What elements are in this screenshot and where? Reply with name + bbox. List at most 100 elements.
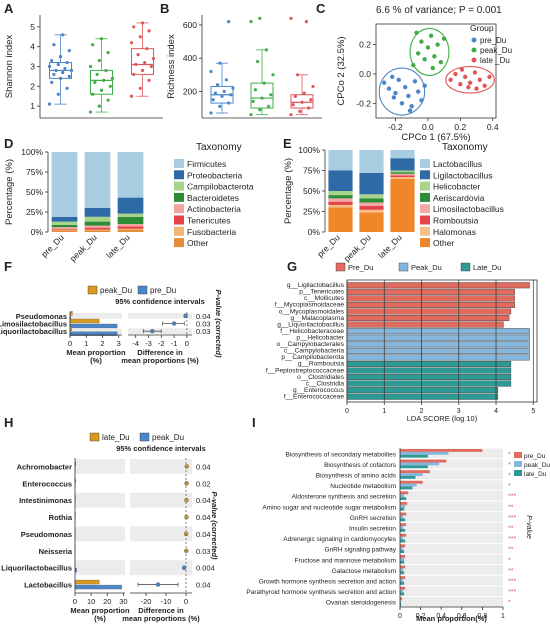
feature-label: GnRH signaling pathway	[324, 547, 396, 554]
data-point	[258, 16, 262, 20]
bar-late_Du	[74, 579, 100, 585]
x-tick-label: 0	[185, 339, 189, 348]
x-tick-label: 0	[68, 339, 72, 348]
data-point	[422, 57, 427, 62]
legend-label: peak_Du	[524, 462, 550, 469]
stacked-segment	[359, 150, 384, 173]
feature-label: Biosynthesis of secondary metabolites	[285, 451, 396, 458]
data-point	[307, 106, 311, 110]
legend-label: Other	[187, 238, 208, 248]
legend-label: peak_Du	[480, 46, 512, 55]
bar-pre_Du	[400, 480, 423, 484]
p-value: 0.04	[196, 513, 211, 522]
legend-swatch	[420, 159, 430, 168]
stacked-segment	[359, 209, 384, 213]
x-tick-label: 0.4	[436, 613, 446, 620]
lda-bar	[346, 295, 515, 302]
legend-label: pre_Du	[150, 286, 176, 295]
lda-bar	[346, 334, 530, 341]
legend-marker	[471, 37, 477, 43]
stacked-segment	[359, 212, 384, 232]
legend-swatch	[514, 452, 522, 458]
legend-label: pre_Du	[524, 453, 546, 460]
bar-late_Du	[400, 571, 405, 575]
bar-peak_Du	[400, 589, 404, 593]
legend-swatch	[420, 215, 430, 225]
legend-title: Group	[470, 23, 494, 33]
data-point	[432, 54, 437, 59]
bar-pre_Du	[400, 533, 407, 537]
lda-bar	[346, 328, 530, 335]
legend-label: Limosilactobacillus	[433, 204, 504, 214]
feature-label: f__Enterococcaceae	[284, 394, 344, 401]
data-point	[487, 74, 492, 80]
data-point	[52, 72, 56, 77]
feature-label: Biosynthesis of cofactors	[324, 462, 397, 469]
x-axis-label-right: Difference in	[138, 606, 184, 615]
x-tick-label: 2	[100, 339, 104, 348]
data-point	[138, 86, 142, 90]
confidence-ellipse	[378, 67, 426, 116]
bar-pre_Du	[69, 323, 118, 329]
lda-bar	[346, 393, 499, 400]
lda-bar	[346, 374, 512, 381]
legend-swatch	[174, 159, 184, 168]
x-tick-label: late_Du	[104, 232, 132, 260]
feature-label: g__Liquorilactobacillus	[277, 321, 344, 328]
feature-label: p__Campilobacterota	[281, 354, 344, 361]
significance-stars: **	[508, 568, 514, 575]
lda-bar	[346, 367, 512, 374]
data-point	[249, 20, 253, 24]
data-point	[462, 74, 468, 80]
legend-label: Campilobacterota	[187, 182, 254, 192]
bar-peak_Du	[74, 584, 122, 590]
bar-late_Du	[400, 539, 406, 543]
stacked-segment	[390, 170, 415, 173]
stacked-segment	[117, 216, 144, 224]
stacked-segment	[328, 207, 353, 232]
panel-label: H	[4, 415, 13, 430]
feature-label: p__Tenericutes	[299, 289, 344, 296]
data-point	[260, 96, 264, 100]
significance-stars: ***	[508, 579, 516, 586]
feature-label: Intestinimonas	[19, 496, 72, 505]
feature-label: Fructose and mannose metabolism	[294, 557, 396, 564]
legend-swatch	[139, 432, 150, 442]
p-value: 0.04	[196, 496, 211, 505]
data-point	[67, 74, 71, 79]
bar-peak_Du	[400, 526, 404, 529]
data-point	[258, 108, 262, 112]
feature-label: Nucleotide metabolism	[330, 483, 396, 490]
legend-swatch	[87, 285, 98, 295]
data-point	[102, 78, 106, 82]
stacked-segment	[390, 158, 415, 171]
data-point	[216, 83, 220, 87]
x-tick-label: 0.2	[416, 613, 426, 620]
feature-label: g__Romboutsia	[298, 361, 345, 368]
legend-label: Halomonas	[433, 227, 476, 237]
row-shade	[130, 459, 192, 474]
significance-stars: *	[508, 557, 511, 564]
stacked-segment	[359, 205, 384, 210]
x-tick-label: 5	[531, 408, 535, 415]
row-shade	[75, 459, 125, 474]
stacked-segment	[359, 194, 384, 199]
data-point	[251, 99, 255, 103]
x-axis-label-left: Mean proportion	[70, 606, 130, 615]
y-axis-label: Percentage (%)	[283, 158, 294, 224]
row-shade	[400, 596, 503, 607]
lda-bar	[346, 282, 530, 289]
data-point	[393, 90, 398, 96]
data-point	[227, 101, 231, 105]
data-point	[218, 61, 222, 65]
y-axis-label: Richness index	[166, 34, 177, 99]
legend-label: Lactobacillus	[433, 159, 482, 169]
significance-stars: *	[508, 473, 511, 480]
stacked-segment	[117, 213, 144, 217]
data-point	[402, 84, 408, 90]
panel-label: B	[160, 1, 169, 16]
y-tick-label: 100%	[298, 145, 320, 155]
diff-point	[155, 582, 161, 587]
x-tick-label: -20	[141, 597, 152, 606]
stacked-segment	[117, 229, 144, 232]
